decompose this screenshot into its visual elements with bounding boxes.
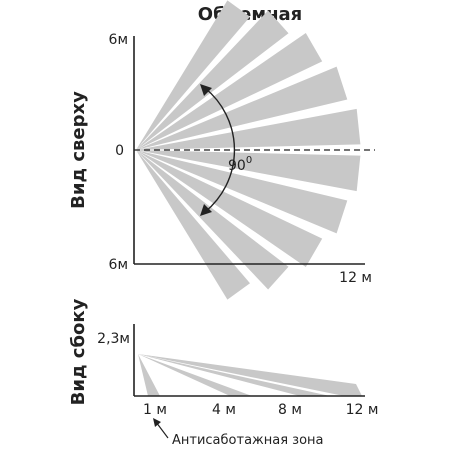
side-zone	[138, 354, 330, 396]
fan-zone	[136, 150, 323, 267]
fan-zone	[136, 0, 250, 151]
side-zone	[138, 354, 362, 396]
tick-label: 12 м	[346, 402, 379, 418]
side-view-label: Вид сбоку	[68, 298, 89, 405]
side-zone	[138, 354, 160, 396]
tick-label: 4 м	[212, 402, 236, 418]
y-top-label: 6м	[109, 32, 128, 48]
anti-sabotage-label: Антисаботажная зона	[172, 433, 324, 448]
fan-zone	[136, 150, 348, 234]
tick-label: 1 м	[143, 402, 167, 418]
angle-value: 90	[228, 158, 246, 174]
fan-zone	[136, 10, 289, 150]
tick-label: 8 м	[278, 402, 302, 418]
side-view: 2,3м 1 м 4 м 8 м 12 м Антисаботажная зон…	[68, 298, 378, 448]
height-label: 2,3м	[97, 331, 130, 347]
fan-zone	[136, 33, 323, 150]
fan-zone	[136, 150, 250, 300]
top-view-label: Вид сверху	[68, 91, 89, 209]
fan-zone	[136, 150, 289, 290]
fan-zone	[136, 150, 361, 192]
angle-degree: 0	[246, 155, 252, 166]
angle-arc	[204, 87, 236, 213]
side-zones	[138, 354, 362, 396]
diagram-title: Объемная	[198, 4, 302, 25]
angle-label: 900	[228, 155, 252, 174]
fan-zone	[136, 108, 361, 150]
y-zero-label: 0	[115, 143, 124, 159]
x-end-label: 12 м	[339, 270, 372, 286]
y-bottom-label: 6м	[109, 257, 128, 273]
fan-zone	[136, 66, 348, 150]
anti-sabotage-arrowhead	[153, 418, 161, 427]
top-view: 900 6м 0 6м 12 м Вид сверху	[68, 0, 375, 300]
arc-arrowhead-top	[200, 84, 212, 96]
anti-sabotage-arrow	[155, 421, 169, 439]
fan-zones	[136, 0, 361, 300]
side-zone	[138, 354, 252, 396]
arc-arrowhead-bottom	[200, 204, 212, 216]
